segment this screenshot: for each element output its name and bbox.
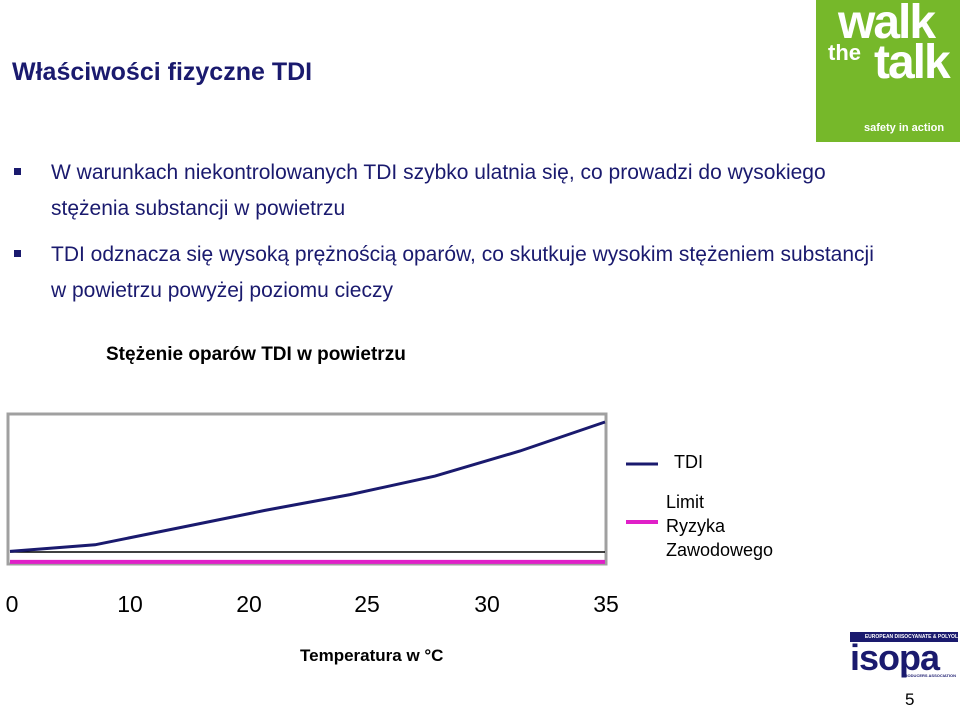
slide-title: Właściwości fizyczne TDI: [12, 58, 313, 86]
bullet-list: W warunkach niekontrolowanych TDI szybko…: [14, 155, 874, 319]
legend-label-limit-line2: Ryzyka: [666, 516, 726, 536]
legend-label-limit: Limit Ryzyka Zawodowego: [666, 490, 806, 562]
logo-tagline: safety in action: [864, 122, 945, 134]
bullet-text: TDI odznacza się wysoką prężnością oparó…: [51, 243, 874, 302]
page-number: 5: [905, 690, 915, 709]
x-tick-label: 35: [593, 591, 619, 617]
vapor-concentration-chart: 0 10 20 25 30 35: [6, 412, 658, 617]
logo-talk-text: talk: [874, 36, 951, 89]
bullet-item: W warunkach niekontrolowanych TDI szybko…: [14, 155, 874, 227]
x-tick-label: 0: [6, 591, 19, 617]
isopa-wordmark: isopa: [850, 637, 940, 678]
square-bullet-icon: [14, 168, 21, 175]
chart-title: Stężenie oparów TDI w powietrzu: [106, 344, 406, 365]
isopa-logo: EUROPEAN DIISOCYANATE & POLYOL isopa PRO…: [850, 632, 958, 678]
x-tick-label: 25: [354, 591, 380, 617]
walk-the-talk-logo: walk the talk safety in action: [816, 0, 960, 142]
bullet-text: W warunkach niekontrolowanych TDI szybko…: [51, 161, 826, 220]
bullet-item: TDI odznacza się wysoką prężnością oparó…: [14, 237, 874, 309]
isopa-top-band: EUROPEAN DIISOCYANATE & POLYOL: [850, 632, 958, 642]
legend-label-tdi: TDI: [674, 452, 703, 472]
isopa-subtitle: PRODUCERS ASSOCIATION: [902, 673, 957, 678]
logo-the-text: the: [828, 40, 861, 65]
x-axis-label: Temperatura w °C: [300, 646, 444, 665]
legend-label-limit-line1: Limit: [666, 492, 705, 512]
logo-walk-text: walk: [838, 0, 936, 49]
x-tick-label: 10: [117, 591, 143, 617]
x-tick-label: 20: [236, 591, 262, 617]
x-tick-label: 30: [474, 591, 500, 617]
square-bullet-icon: [14, 250, 21, 257]
series-line-tdi: [9, 420, 606, 553]
legend-label-limit-line3: Zawodowego: [666, 540, 774, 560]
plot-area-frame: [6, 412, 608, 566]
